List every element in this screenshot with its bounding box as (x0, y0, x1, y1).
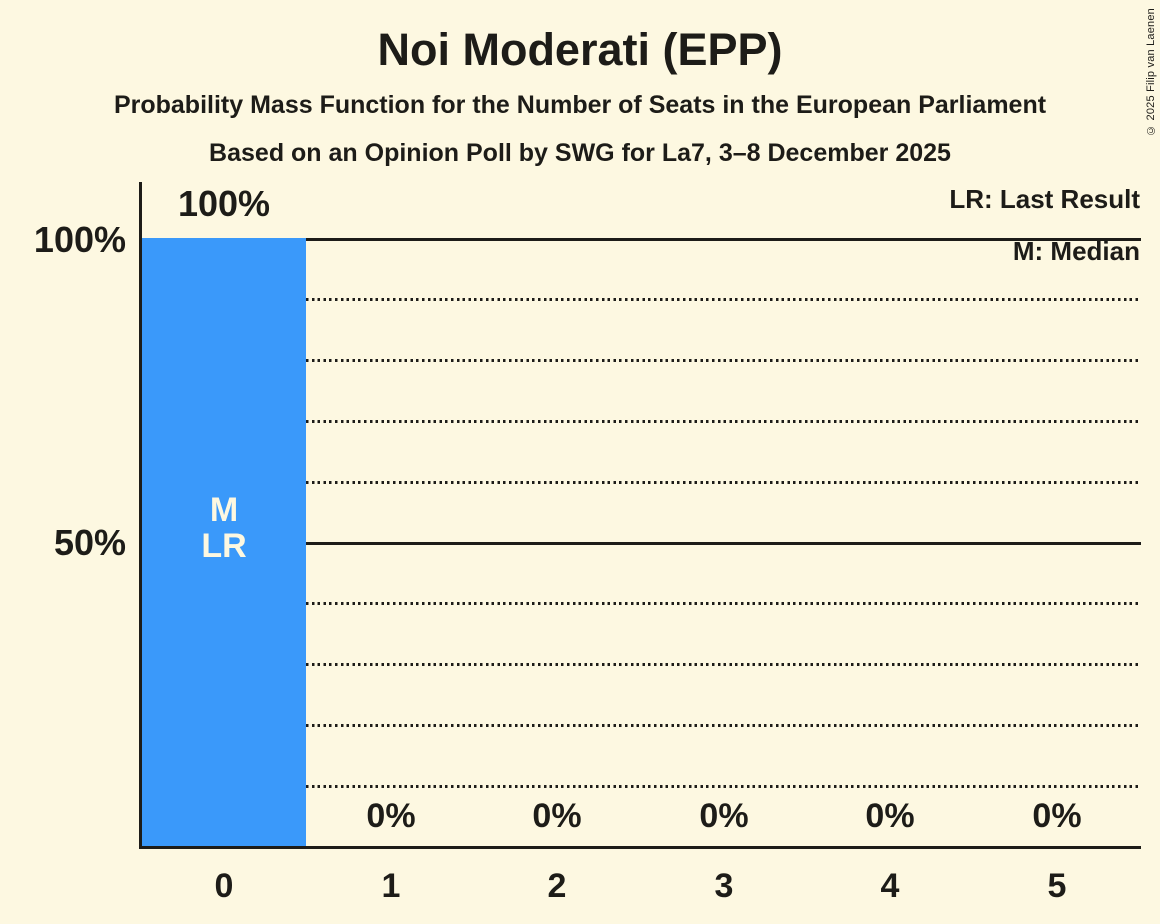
bar-value-label-0: 100% (177, 183, 271, 224)
bar-seats-0 (142, 238, 306, 846)
chart-poll-details: Based on an Opinion Poll by SWG for La7,… (209, 139, 951, 167)
x-tick-label-2: 2 (547, 867, 567, 905)
chart-title: Noi Moderati (EPP) (377, 24, 783, 75)
legend-last-result: LR: Last Result (949, 184, 1140, 214)
x-tick-label-1: 1 (381, 867, 401, 905)
gridline-60pct (306, 481, 1141, 484)
x-tick-label-0: 0 (214, 867, 234, 905)
gridline-50pct (306, 542, 1141, 545)
gridline-100pct (306, 238, 1141, 241)
bar-value-label-3: 0% (699, 797, 749, 835)
bar-value-label-5: 0% (1032, 797, 1082, 835)
last-result-marker: LR (201, 527, 247, 565)
gridline-70pct (306, 420, 1141, 423)
median-marker: M (209, 491, 239, 529)
gridline-40pct (306, 602, 1141, 605)
x-tick-label-5: 5 (1047, 867, 1067, 905)
bar-value-label-4: 0% (865, 797, 915, 835)
legend-median: M: Median (1012, 236, 1140, 266)
gridline-20pct (306, 724, 1141, 727)
x-tick-label-4: 4 (880, 867, 900, 905)
y-tick-label-50: 50% (53, 522, 126, 563)
gridline-30pct (306, 663, 1141, 666)
gridline-90pct (306, 298, 1141, 301)
bar-value-label-2: 0% (532, 797, 582, 835)
bar-value-label-1: 0% (366, 797, 416, 835)
chart-subtitle: Probability Mass Function for the Number… (113, 91, 1047, 119)
bar-median-lastresult-annotation: M LR (142, 492, 306, 564)
x-axis-line (139, 846, 1141, 849)
y-axis-line (139, 182, 142, 849)
y-tick-label-100: 100% (33, 219, 126, 260)
gridline-10pct (306, 785, 1141, 788)
copyright-notice: © 2025 Filip van Laenen (1145, 8, 1157, 136)
x-tick-label-3: 3 (714, 867, 734, 905)
gridline-80pct (306, 359, 1141, 362)
